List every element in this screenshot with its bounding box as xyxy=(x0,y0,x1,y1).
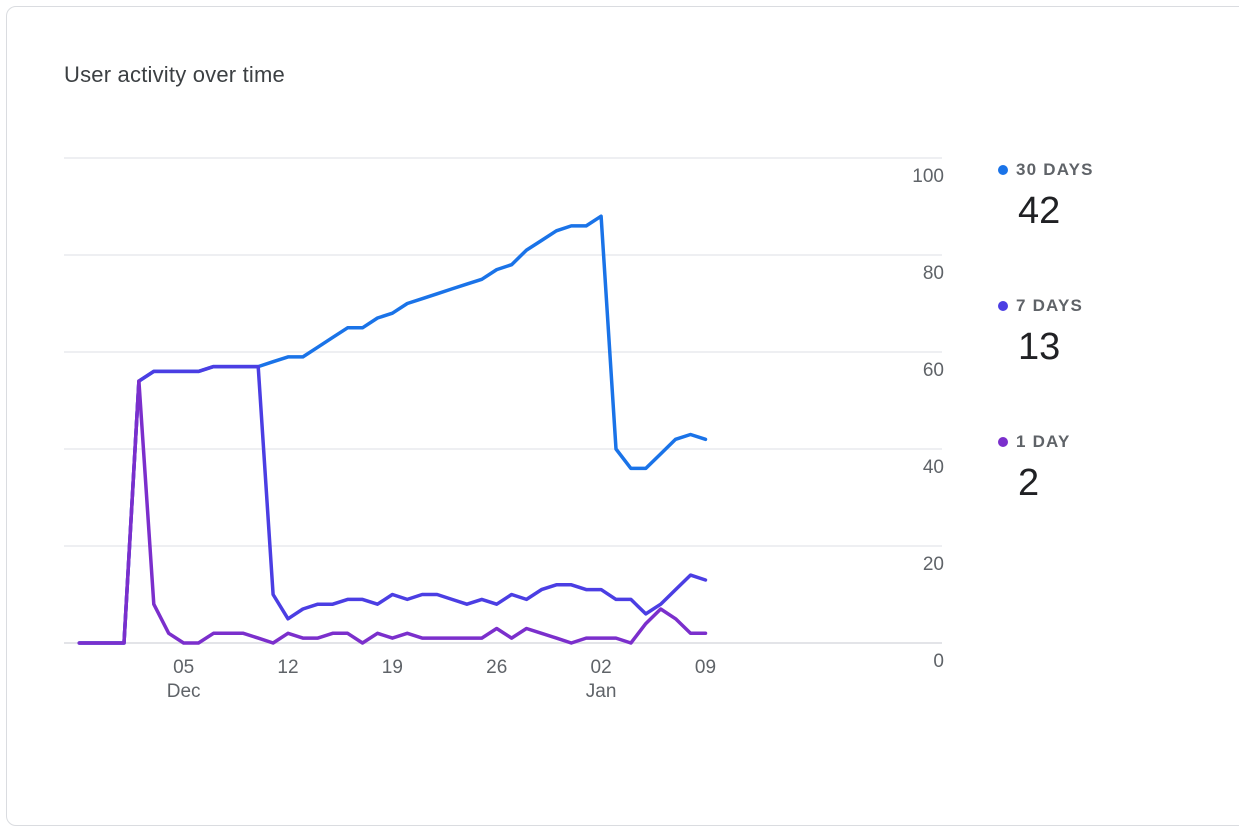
y-tick-label: 20 xyxy=(923,554,944,575)
series-lines xyxy=(77,214,708,645)
x-axis-ticks: 05 Dec 12 19 26 02 Jan 09 xyxy=(167,657,716,702)
y-tick-label: 80 xyxy=(923,263,944,284)
legend-label: 1 DAY xyxy=(998,432,1094,452)
y-tick-label: 0 xyxy=(933,651,944,672)
x-tick-label: 12 xyxy=(277,657,298,678)
x-tick-label: 19 xyxy=(382,657,403,678)
legend-series-name: 30 DAYS xyxy=(1016,160,1094,179)
y-axis-ticks: 0 20 40 60 80 100 xyxy=(912,166,944,672)
legend-item: 1 DAY 2 xyxy=(998,432,1094,568)
legend-item: 30 DAYS 42 xyxy=(998,160,1094,296)
card-title: User activity over time xyxy=(64,62,285,87)
legend-latest-value: 42 xyxy=(1018,190,1061,232)
activity-line-chart: 0 20 40 60 80 100 05 Dec 12 19 26 02 Jan 09 xyxy=(64,157,944,702)
legend-dot-icon xyxy=(998,301,1008,311)
chart-card xyxy=(6,6,1239,826)
legend-series-name: 1 DAY xyxy=(1016,432,1071,451)
x-tick-label: 26 xyxy=(486,657,507,678)
y-tick-label: 100 xyxy=(912,166,944,187)
legend-dot-icon xyxy=(998,437,1008,447)
y-tick-label: 40 xyxy=(923,457,944,478)
legend-series-name: 7 DAYS xyxy=(1016,296,1084,315)
x-tick-label: 05 xyxy=(173,657,194,678)
legend-item: 7 DAYS 13 xyxy=(998,296,1094,432)
legend-dot-icon xyxy=(998,165,1008,175)
y-tick-label: 60 xyxy=(923,360,944,381)
legend-latest-value: 13 xyxy=(1018,326,1061,368)
series-line-30-days xyxy=(77,214,708,645)
series-line-7-days xyxy=(77,364,708,645)
legend-label: 30 DAYS xyxy=(998,160,1094,180)
legend-latest-value: 2 xyxy=(1018,462,1040,504)
x-tick-label: 09 xyxy=(695,657,716,678)
x-tick-sublabel: Dec xyxy=(167,681,201,702)
x-tick-label: 02 xyxy=(591,657,612,678)
series-line-1-day xyxy=(77,379,708,645)
legend: 30 DAYS 42 7 DAYS 13 1 DAY 2 xyxy=(998,160,1094,568)
gridlines xyxy=(64,157,942,644)
x-tick-sublabel: Jan xyxy=(586,681,617,702)
legend-label: 7 DAYS xyxy=(998,296,1094,316)
